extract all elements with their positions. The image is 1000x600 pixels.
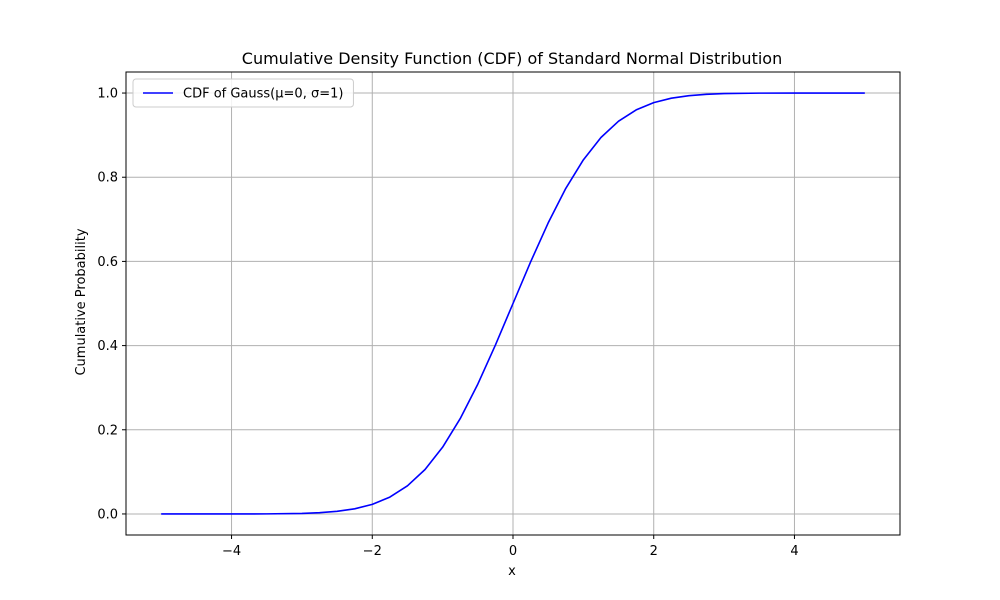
- y-tick-label: 0.0: [97, 507, 118, 522]
- x-tick-label: −2: [363, 544, 382, 559]
- plot-area: [161, 92, 865, 515]
- legend-box: [132, 78, 354, 108]
- y-tick-label: 0.4: [97, 339, 118, 354]
- x-tick-label: 0: [509, 544, 517, 559]
- x-tick-label: −4: [222, 544, 241, 559]
- y-tick-label: 1.0: [97, 87, 118, 102]
- y-tick-label: 0.6: [97, 255, 118, 270]
- y-axis-label: Cumulative Probability: [74, 228, 89, 375]
- x-tick-label: 4: [790, 544, 798, 559]
- y-axis: 0.0 0.2 0.4 0.6 0.8 1.0: [97, 87, 126, 522]
- y-tick-label: 0.2: [97, 423, 118, 438]
- x-tick-label: 2: [650, 544, 658, 559]
- y-tick-label: 0.8: [97, 171, 118, 186]
- legend-label: CDF of Gauss(μ=0, σ=1): [183, 87, 343, 102]
- chart-title: Cumulative Density Function (CDF) of Sta…: [242, 49, 782, 68]
- legend: CDF of Gauss(μ=0, σ=1): [132, 78, 354, 108]
- x-axis: −4 −2 0 2 4: [222, 535, 799, 559]
- series-line: [161, 92, 865, 515]
- x-axis-label: x: [508, 564, 516, 579]
